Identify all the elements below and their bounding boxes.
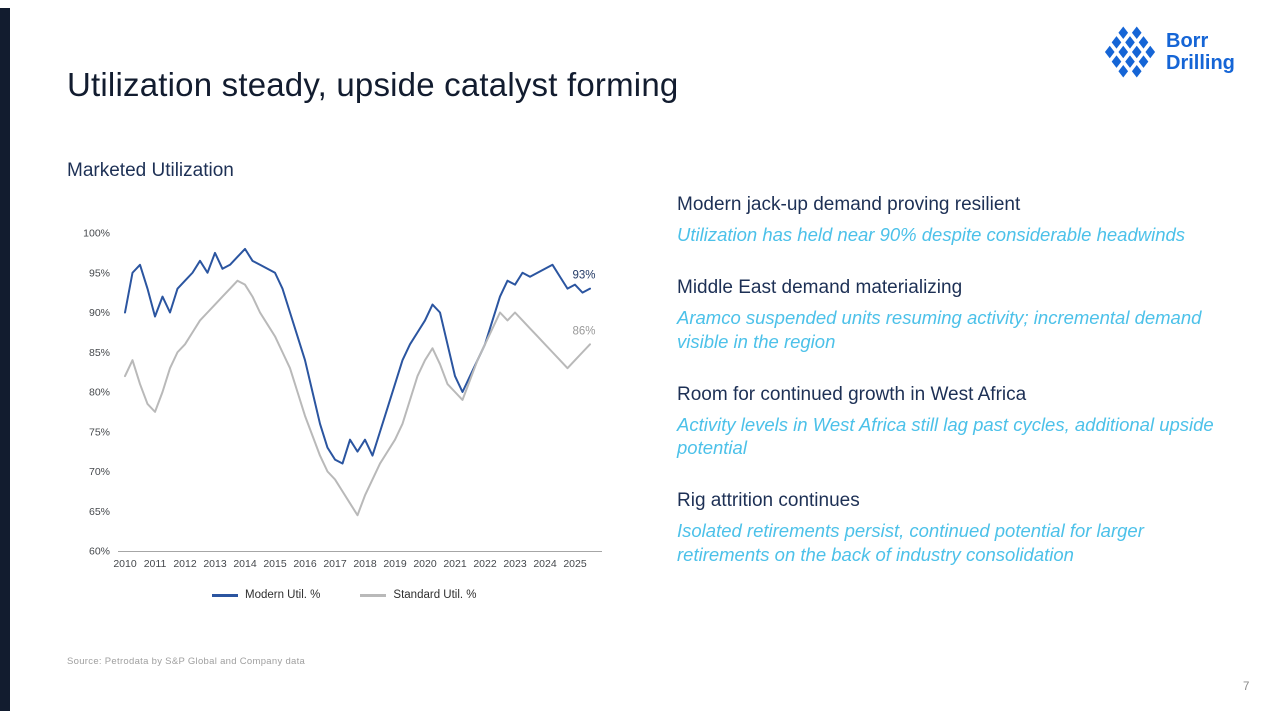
x-axis-tick-label: 2010 <box>113 558 137 570</box>
y-axis-tick-label: 100% <box>83 228 110 240</box>
series-end-label-modern-util: 93% <box>572 270 595 282</box>
series-line-standard-util <box>124 279 591 517</box>
x-axis-tick-label: 2012 <box>173 558 197 570</box>
legend-label-standard: Standard Util. % <box>393 589 477 601</box>
x-axis-tick-label: 2014 <box>233 558 257 570</box>
insight-heading: Modern jack-up demand proving resilient <box>677 194 1021 215</box>
modern-line-swatch <box>212 593 238 597</box>
x-axis-tick-label: 2021 <box>443 558 467 570</box>
y-axis-tick-label: 75% <box>89 426 110 438</box>
logo-wordmark-line2: Drilling <box>1166 52 1235 74</box>
x-axis-tick-label: 2017 <box>323 558 347 570</box>
chart-legend: Modern Util. % Standard Util. % <box>212 589 477 601</box>
x-axis-tick-label: 2022 <box>473 558 497 570</box>
insight-body: Aramco suspended units resuming activity… <box>677 307 1202 352</box>
insight-heading: Middle East demand materializing <box>677 277 963 299</box>
series-end-label-standard-util: 86% <box>572 325 595 337</box>
insight-heading: Room for continued growth in West Africa <box>677 383 1027 405</box>
x-axis-tick-label: 2019 <box>383 558 407 570</box>
insight-item: Middle East demand materializing Aramco … <box>677 277 1235 353</box>
x-axis-tick-label: 2025 <box>563 558 587 570</box>
y-axis-tick-label: 70% <box>89 466 110 478</box>
insight-body: Isolated retirements persist, continued … <box>677 520 1144 565</box>
y-axis-tick-label: 60% <box>89 546 110 558</box>
x-axis-tick-label: 2024 <box>533 558 557 570</box>
legend-label-modern: Modern Util. % <box>245 589 321 601</box>
x-axis-tick-label: 2015 <box>263 558 287 570</box>
insight-body: Activity levels in West Africa still lag… <box>677 413 1214 459</box>
y-axis-tick-label: 65% <box>89 506 110 518</box>
x-axis-tick-label: 2020 <box>413 558 437 570</box>
page-number: 7 <box>1243 681 1250 693</box>
utilization-chart: 100% 95% 90% 85% 80% 75% 70% 65% 60%2010 2011 2012… <box>83 228 602 570</box>
insight-item: Modern jack-up demand proving resilient … <box>677 194 1235 246</box>
y-axis-tick-label: 95% <box>89 267 110 279</box>
left-accent-bar <box>0 8 10 711</box>
page-title: Utilization steady, upside catalyst form… <box>67 66 679 103</box>
series-line-modern-util <box>124 247 591 465</box>
logo-wordmark-line1: Borr <box>1166 29 1209 52</box>
borr-logo: Borr Drilling <box>1103 25 1235 79</box>
x-axis-tick-label: 2011 <box>144 558 167 570</box>
y-axis-tick-label: 85% <box>89 347 110 359</box>
insight-heading: Rig attrition continues <box>677 490 860 512</box>
legend-item-modern: Modern Util. % <box>212 589 320 601</box>
x-axis-tick-label: 2016 <box>293 558 317 570</box>
insights-list: Modern jack-up demand proving resilient … <box>677 194 1235 597</box>
source-note: Source: Petrodata by S&P Global and Comp… <box>67 656 306 667</box>
borr-logo-wordmark: Borr Drilling <box>1166 30 1235 75</box>
insight-item: Room for continued growth in West Africa… <box>677 384 1235 460</box>
standard-line-swatch <box>360 593 387 597</box>
legend-item-standard: Standard Util. % <box>360 589 477 601</box>
chart-section-heading: Marketed Utilization <box>67 160 234 181</box>
y-axis-tick-label: 90% <box>89 307 110 319</box>
borr-logo-icon <box>1104 26 1156 78</box>
x-axis-tick-label: 2018 <box>353 558 377 570</box>
insight-item: Rig attrition continues Isolated retirem… <box>677 490 1235 566</box>
insight-body: Utilization has held near 90% despite co… <box>677 224 1186 245</box>
x-axis-tick-label: 2023 <box>503 558 527 570</box>
y-axis-tick-label: 80% <box>89 387 110 399</box>
x-axis-tick-label: 2013 <box>203 558 227 570</box>
